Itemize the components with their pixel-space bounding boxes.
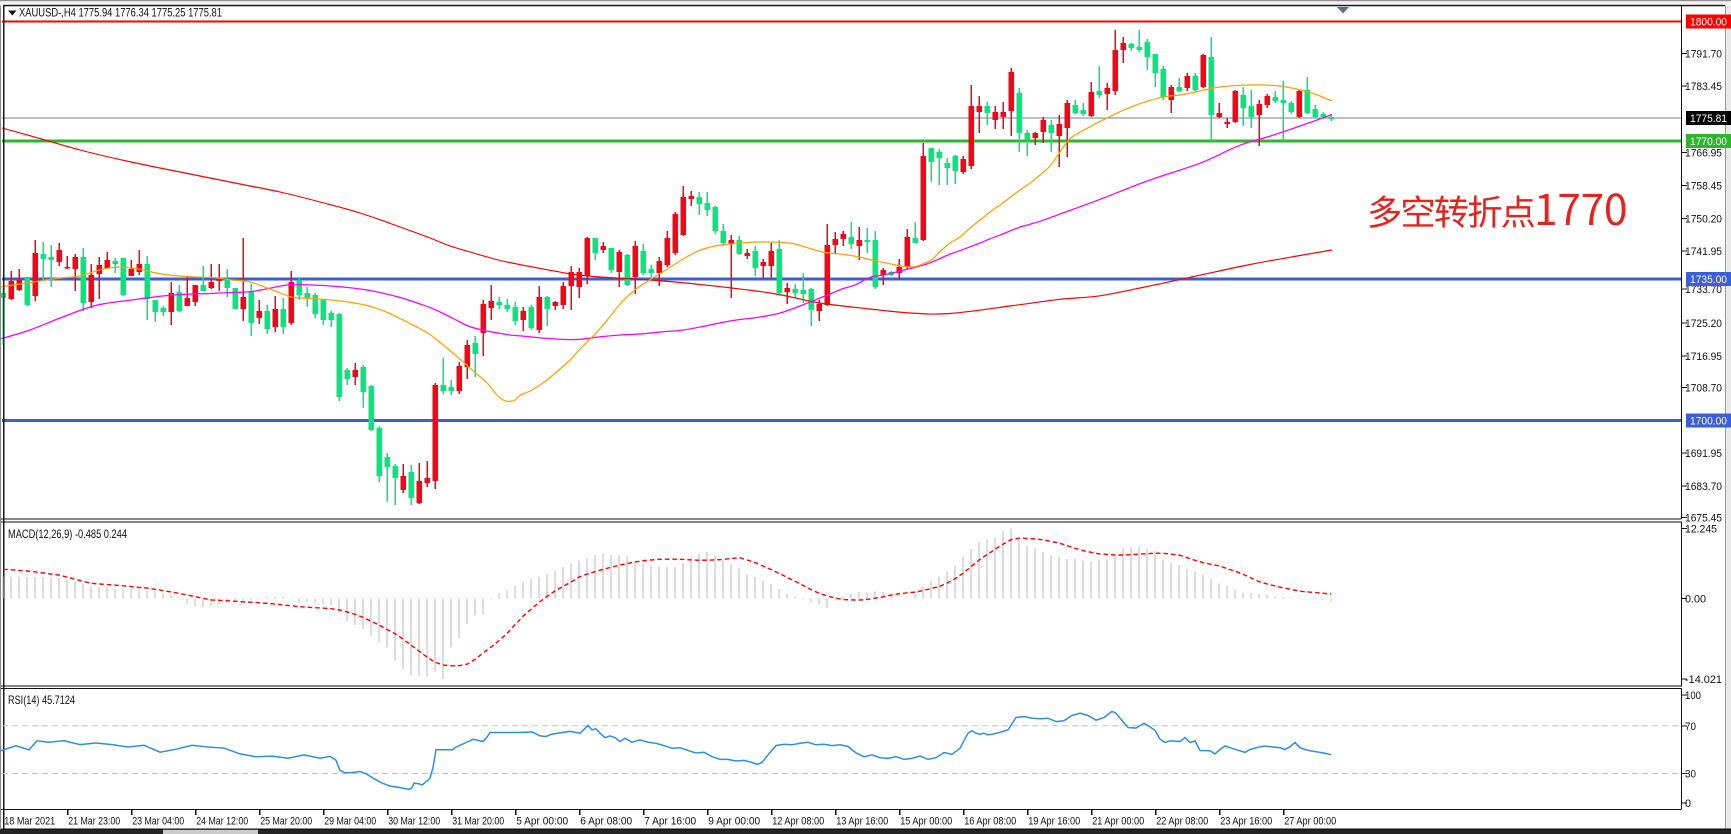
svg-text:30 Mar 12:00: 30 Mar 12:00 (388, 816, 440, 828)
svg-text:1750.20: 1750.20 (1685, 214, 1722, 226)
svg-text:1800.00: 1800.00 (1690, 16, 1727, 28)
svg-text:MACD(12,26,9) -0.485 0.244: MACD(12,26,9) -0.485 0.244 (8, 527, 127, 541)
svg-text:RSI(14) 45.7124: RSI(14) 45.7124 (8, 693, 75, 707)
svg-text:1791.70: 1791.70 (1685, 48, 1722, 60)
svg-text:1770.00: 1770.00 (1690, 136, 1727, 148)
svg-text:22 Apr 08:00: 22 Apr 08:00 (1156, 816, 1208, 828)
svg-text:1741.95: 1741.95 (1685, 246, 1722, 258)
svg-text:0: 0 (1685, 798, 1691, 810)
svg-text:70: 70 (1685, 721, 1696, 733)
svg-text:23 Apr 16:00: 23 Apr 16:00 (1220, 816, 1272, 828)
svg-text:21 Mar 23:00: 21 Mar 23:00 (68, 816, 120, 828)
svg-text:27 Apr 00:00: 27 Apr 00:00 (1284, 816, 1336, 828)
svg-text:18 Mar 2021: 18 Mar 2021 (4, 816, 55, 828)
svg-text:16 Apr 08:00: 16 Apr 08:00 (964, 816, 1016, 828)
svg-text:1775.81: 1775.81 (1690, 113, 1727, 125)
svg-text:1691.95: 1691.95 (1685, 448, 1722, 460)
svg-text:1716.95: 1716.95 (1685, 351, 1722, 363)
svg-text:30: 30 (1685, 769, 1696, 781)
svg-text:29 Mar 04:00: 29 Mar 04:00 (324, 816, 376, 828)
svg-text:7 Apr 16:00: 7 Apr 16:00 (644, 816, 696, 828)
svg-text:1708.70: 1708.70 (1685, 383, 1722, 395)
svg-text:5 Apr 00:00: 5 Apr 00:00 (516, 816, 568, 828)
svg-text:12.245: 12.245 (1685, 524, 1717, 536)
svg-text:1733.70: 1733.70 (1685, 284, 1722, 296)
svg-text:31 Mar 20:00: 31 Mar 20:00 (452, 816, 504, 828)
svg-text:1766.95: 1766.95 (1685, 148, 1722, 160)
svg-text:13 Apr 16:00: 13 Apr 16:00 (836, 816, 888, 828)
svg-text:12 Apr 08:00: 12 Apr 08:00 (772, 816, 824, 828)
svg-text:25 Mar 20:00: 25 Mar 20:00 (260, 816, 312, 828)
svg-text:100: 100 (1685, 690, 1701, 702)
svg-text:-14.021: -14.021 (1685, 674, 1722, 686)
svg-text:21 Apr 00:00: 21 Apr 00:00 (1092, 816, 1144, 828)
svg-text:23 Mar 04:00: 23 Mar 04:00 (132, 816, 184, 828)
svg-text:6 Apr 08:00: 6 Apr 08:00 (580, 816, 632, 828)
svg-text:19 Apr 16:00: 19 Apr 16:00 (1028, 816, 1080, 828)
svg-text:1725.20: 1725.20 (1685, 318, 1722, 330)
svg-text:XAUUSD-,H4 1775.94 1776.34 17: XAUUSD-,H4 1775.94 1776.34 1775.25 1775.… (19, 6, 222, 20)
svg-text:15 Apr 00:00: 15 Apr 00:00 (900, 816, 952, 828)
svg-text:9 Apr 00:00: 9 Apr 00:00 (708, 816, 760, 828)
svg-text:1675.45: 1675.45 (1685, 513, 1722, 525)
svg-text:24 Mar 12:00: 24 Mar 12:00 (196, 816, 248, 828)
svg-text:0.00: 0.00 (1685, 594, 1706, 606)
svg-text:1783.45: 1783.45 (1685, 81, 1722, 93)
svg-text:1735.00: 1735.00 (1690, 274, 1727, 286)
svg-text:1683.70: 1683.70 (1685, 481, 1722, 493)
svg-text:1700.00: 1700.00 (1690, 416, 1727, 428)
svg-text:1758.45: 1758.45 (1685, 181, 1722, 193)
